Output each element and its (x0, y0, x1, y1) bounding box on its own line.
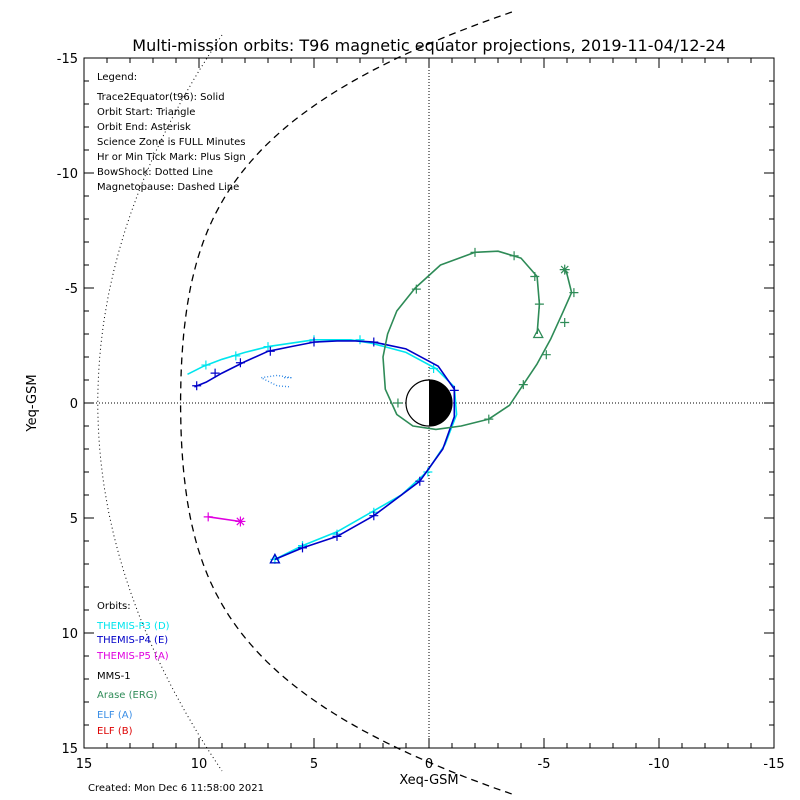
plus-tick-mark (530, 272, 540, 281)
orbit-line (382, 250, 573, 431)
plus-tick-mark (560, 318, 570, 327)
plus-tick-mark (231, 351, 241, 361)
plus-tick-mark (201, 360, 211, 370)
y-tick-label: 0 (70, 397, 78, 412)
orbit-series (260, 374, 292, 388)
plus-tick-mark (429, 364, 439, 373)
y-tick-label: -5 (65, 282, 78, 297)
y-axis-label: Yeq-GSM (25, 374, 40, 432)
plus-tick-mark (192, 381, 202, 391)
y-tick-label: -10 (57, 167, 78, 182)
earth-marker (405, 379, 453, 427)
plus-tick-mark (265, 346, 275, 356)
orbit-series (382, 247, 579, 431)
y-tick-label: 5 (70, 512, 78, 527)
orbit-line (187, 339, 458, 561)
orbit-label-themis-p5: THEMIS-P5 (A) (96, 651, 169, 662)
plus-tick-mark (369, 337, 379, 347)
plus-tick-mark (541, 350, 551, 360)
orbit-label-themis-p4: THEMIS-P4 (E) (96, 635, 168, 646)
plus-tick-mark (203, 512, 213, 522)
plus-tick-mark (369, 511, 379, 521)
y-tick-label: 15 (61, 742, 78, 757)
orbit-start-triangle (269, 553, 281, 564)
orbit-line (260, 374, 292, 388)
x-tick-label: 10 (191, 757, 208, 772)
x-tick-label: -5 (538, 757, 551, 772)
legend-line: Hr or Min Tick Mark: Plus Sign (97, 152, 246, 163)
legend-box: Legend: Trace2Equator(t96): Solid Orbit … (96, 72, 246, 193)
plus-tick-mark (415, 476, 425, 486)
orbit-label-themis-p3: THEMIS-P3 (D) (96, 621, 170, 632)
legend-line: BowShock: Dotted Line (97, 167, 213, 178)
orbit-end-asterisk (559, 264, 570, 275)
plus-tick-mark (569, 288, 579, 298)
orbit-line (208, 516, 241, 523)
chart-title: Multi-mission orbits: T96 magnetic equat… (132, 36, 725, 55)
magnetopause-curve (179, 11, 513, 795)
legend-line: Science Zone is FULL Minutes (97, 137, 246, 148)
x-tick-label: -10 (648, 757, 669, 772)
bowshock-curve (97, 34, 223, 772)
plus-tick-mark (411, 284, 421, 294)
plus-tick-mark (355, 335, 365, 345)
x-axis-label: Xeq-GSM (399, 773, 458, 788)
legend-line: Trace2Equator(t96): Solid (96, 92, 225, 103)
plus-tick-mark (393, 398, 403, 408)
orbit-end-asterisk (235, 516, 246, 527)
orbit-series (203, 512, 246, 527)
plus-tick-mark (484, 414, 494, 424)
orbit-line (194, 340, 456, 561)
plus-tick-mark (470, 247, 480, 257)
x-tick-label: 15 (76, 757, 93, 772)
orbit-series (192, 337, 459, 564)
y-tick-label: 10 (61, 627, 78, 642)
x-tick-label: 0 (425, 757, 433, 772)
orbit-label-elf-a: ELF (A) (97, 710, 133, 721)
orbit-label-elf-b: ELF (B) (97, 726, 133, 737)
plus-tick-mark (534, 299, 544, 309)
plus-tick-mark (332, 531, 342, 541)
plus-tick-mark (298, 543, 307, 553)
plus-tick-mark (210, 368, 220, 378)
orbit-start-triangle (532, 327, 544, 339)
orbit-traces (187, 247, 579, 564)
legend-line: Magnetopause: Dashed Line (97, 182, 239, 193)
legend-heading: Legend: (97, 72, 137, 83)
plus-tick-mark (235, 358, 245, 368)
plus-tick-mark (518, 380, 528, 390)
orbit-label-mms1: MMS-1 (97, 671, 131, 682)
x-tick-label: 5 (310, 757, 318, 772)
y-tick-label: -15 (57, 52, 78, 67)
axis-ticks: 15 10 5 0 -5 -10 -15 -15 -10 -5 0 5 10 15 (57, 52, 785, 772)
orbit-legend: Orbits: THEMIS-P3 (D) THEMIS-P4 (E) THEM… (96, 601, 170, 737)
plus-tick-mark (263, 342, 273, 352)
plus-tick-mark (449, 385, 459, 395)
created-timestamp: Created: Mon Dec 6 11:58:00 2021 (88, 783, 264, 794)
bowshock-and-magnetopause (97, 11, 513, 795)
orbits-heading: Orbits: (97, 601, 131, 612)
orbit-label-arase: Arase (ERG) (97, 690, 158, 701)
earth-night-side (429, 380, 452, 426)
plus-tick-mark (309, 337, 319, 347)
legend-line: Orbit Start: Triangle (97, 107, 195, 118)
plus-tick-mark (509, 251, 519, 261)
x-tick-label: -15 (763, 757, 784, 772)
legend-line: Orbit End: Asterisk (97, 122, 191, 133)
